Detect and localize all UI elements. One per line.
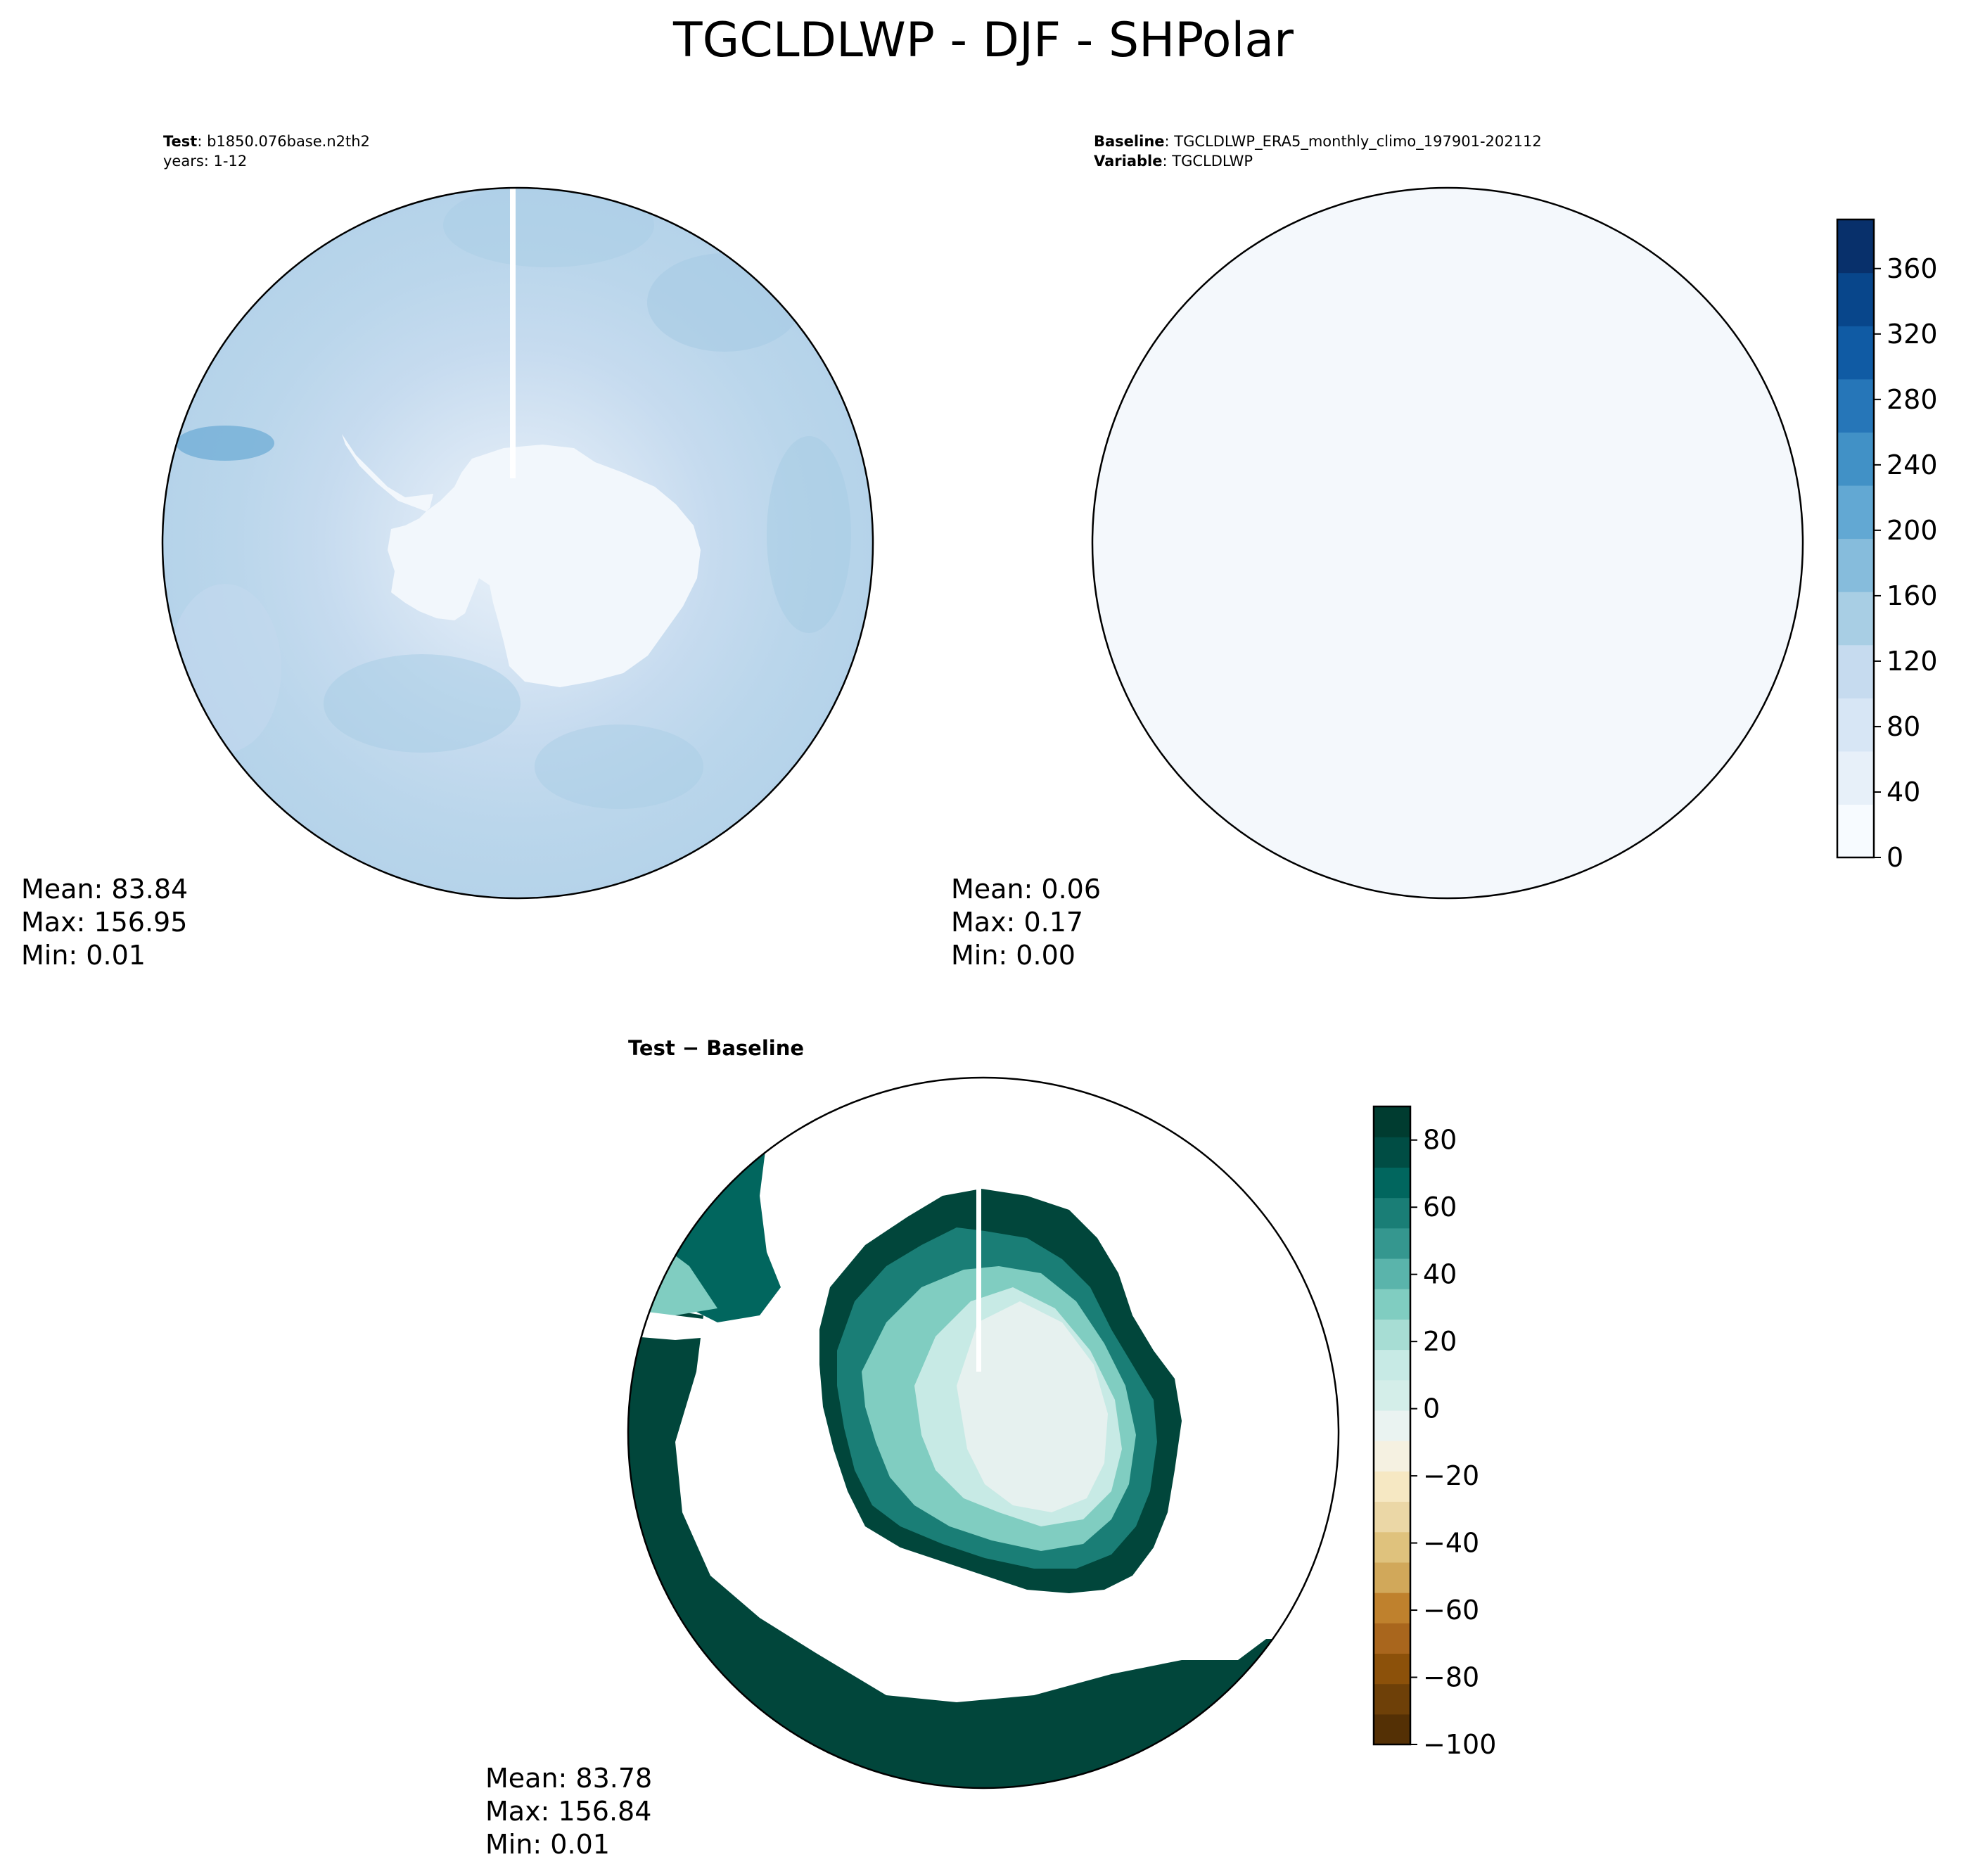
colorbar-tick-label: 160 (1887, 580, 1938, 611)
colorbar-swatch (1837, 698, 1874, 752)
colorbar-swatch (1374, 1441, 1410, 1472)
test-map (161, 186, 874, 900)
colorbar-tick-label: 320 (1887, 319, 1938, 350)
diff-map (627, 1076, 1340, 1789)
colorbar-tick-label: 200 (1887, 515, 1938, 546)
colorbar-swatch (1837, 644, 1874, 698)
colorbar-frame (1836, 218, 1875, 859)
colorbar-swatch (1374, 1167, 1410, 1199)
diff-max: Max: 156.84 (485, 1796, 651, 1827)
colorbar-tick-label: 120 (1887, 646, 1938, 677)
colorbar-swatch (1374, 1410, 1410, 1441)
colorbar-swatch (1374, 1471, 1410, 1502)
diff-mean: Mean: 83.78 (485, 1763, 652, 1794)
baseline-variable-label: Variable: TGCLDLWP (1094, 153, 1253, 170)
diff-min: Min: 0.01 (485, 1829, 610, 1860)
colorbar-swatch (1374, 1319, 1410, 1351)
colorbar-swatch (1837, 751, 1874, 805)
colorbar-swatch (1374, 1593, 1410, 1623)
colorbar-frame (1372, 1105, 1412, 1746)
colorbar-swatch (1374, 1501, 1410, 1533)
colorbar-tick-label: 20 (1423, 1326, 1457, 1357)
colorbar-top: 0 40 80 120 160 200 240 280 320 360 (1836, 218, 1938, 873)
colorbar-swatch (1374, 1197, 1410, 1229)
colorbar-swatch (1374, 1623, 1410, 1654)
test-min: Min: 0.01 (21, 940, 146, 971)
colorbar-tick-label: 0 (1887, 842, 1903, 873)
colorbar-tick-label: 40 (1887, 777, 1920, 808)
colorbar-bottom: 80 60 40 20 0 −20 −40 −60 −80 −100 (1372, 1105, 1496, 1760)
colorbar-swatch (1837, 432, 1874, 486)
colorbar-swatch (1374, 1562, 1410, 1593)
colorbar-swatch (1374, 1227, 1410, 1259)
colorbar-tick-label: 280 (1887, 384, 1938, 415)
colorbar-swatch (1374, 1137, 1410, 1168)
test-years-label: years: 1-12 (163, 153, 247, 170)
colorbar-tick-label: 60 (1423, 1192, 1457, 1223)
colorbar-swatch (1374, 1106, 1410, 1137)
colorbar-tick-label: −40 (1423, 1528, 1479, 1559)
colorbar-tick-label: 240 (1887, 449, 1938, 480)
colorbar-tick-label: 40 (1423, 1259, 1457, 1290)
colorbar-swatch (1374, 1531, 1410, 1563)
colorbar-swatch (1374, 1683, 1410, 1715)
test-mean: Mean: 83.84 (21, 874, 188, 905)
colorbar-swatch (1374, 1714, 1410, 1745)
baseline-max: Max: 0.17 (951, 907, 1083, 938)
colorbar-tick-label: −100 (1423, 1729, 1496, 1760)
colorbar-tick-label: 360 (1887, 253, 1938, 284)
baseline-map (1091, 186, 1804, 900)
colorbar-swatch (1374, 1653, 1410, 1685)
diff-title: Test − Baseline (628, 1036, 804, 1060)
colorbar-swatch (1374, 1289, 1410, 1320)
colorbar-tick-label: 0 (1423, 1393, 1440, 1424)
test-case-label: Test: b1850.076base.n2th2 (163, 133, 370, 150)
colorbar-swatch (1837, 326, 1874, 380)
colorbar-tick-label: −20 (1423, 1460, 1479, 1491)
test-max: Max: 156.95 (21, 907, 187, 938)
colorbar-swatch (1837, 272, 1874, 326)
panel-test: Test: b1850.076base.n2th2 years: 1-12 (21, 133, 874, 971)
colorbar-swatch (1374, 1349, 1410, 1381)
colorbar-tick-label: −80 (1423, 1662, 1479, 1693)
colorbar-swatch (1837, 378, 1874, 433)
colorbar-tick-label: −60 (1423, 1595, 1479, 1626)
baseline-min: Min: 0.00 (951, 940, 1075, 971)
colorbar-tick-label: 80 (1887, 711, 1920, 742)
colorbar-tick-label: 80 (1423, 1125, 1457, 1156)
colorbar-swatch (1374, 1379, 1410, 1411)
colorbar-swatch (1837, 538, 1874, 592)
baseline-mean: Mean: 0.06 (951, 874, 1101, 905)
figure-title: TGCLDLWP - DJF - SHPolar (672, 13, 1294, 68)
colorbar-swatch (1837, 804, 1874, 858)
colorbar-swatch (1374, 1258, 1410, 1289)
panel-diff: Test − Baseline Mean: 8 (485, 1036, 1340, 1860)
colorbar-swatch (1837, 485, 1874, 540)
colorbar-swatch (1837, 219, 1874, 274)
baseline-case-label: Baseline: TGCLDLWP_ERA5_monthly_climo_19… (1094, 133, 1542, 151)
panel-baseline: Baseline: TGCLDLWP_ERA5_monthly_climo_19… (951, 133, 1804, 971)
colorbar-swatch (1837, 592, 1874, 646)
